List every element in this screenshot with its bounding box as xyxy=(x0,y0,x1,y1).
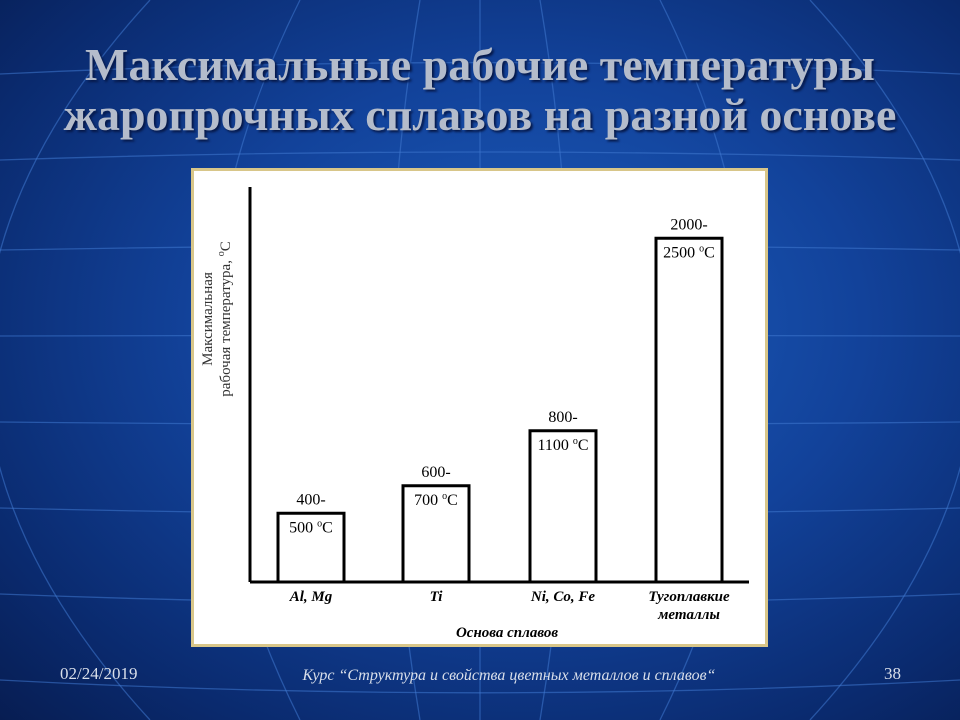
bar xyxy=(654,236,724,584)
bar-data-label-range-end: 500 oC xyxy=(289,518,333,536)
bar xyxy=(401,484,471,584)
bar-chart: 400- 500 oC Al, Mg 600- 700 oC Ti 800- 1100 oC N… xyxy=(200,187,749,641)
x-tick-label: Тугоплавкие xyxy=(648,589,730,605)
bar-data-label-range-end: 2500 oC xyxy=(663,243,715,261)
bg-grid-line xyxy=(809,0,960,720)
y-axis-label-line-2: рабочая температура, oC xyxy=(216,241,234,396)
bar xyxy=(528,429,598,584)
bar-data-label-range-start: 2000- xyxy=(670,216,707,233)
bar xyxy=(276,511,346,584)
x-tick-label: металлы xyxy=(657,607,720,623)
bar-data-label-range-start: 600- xyxy=(421,464,450,481)
x-tick-label: Ni, Co, Fe xyxy=(530,589,596,605)
page-number: 38 xyxy=(884,664,901,683)
chart-frame: 400- 500 oC Al, Mg 600- 700 oC Ti 800- 1100 oC N… xyxy=(191,168,768,647)
slide-title-line-2: жаропрочных сплавов на разной основе xyxy=(63,89,897,140)
slide-title-line-1: Максимальные рабочие температуры xyxy=(85,39,875,90)
bar-data-label-range-start: 800- xyxy=(548,409,577,426)
x-tick-label: Al, Mg xyxy=(289,589,333,605)
footer-date: 02/24/2019 xyxy=(60,664,138,683)
y-axis-label-line-1: Максимальная xyxy=(200,272,216,366)
bar-data-label-range-end: 700 oC xyxy=(414,491,458,509)
x-axis-label: Основа сплавов xyxy=(456,625,558,641)
x-tick-label: Ti xyxy=(430,589,444,605)
footer-course-title: Курс “Структура и свойства цветных метал… xyxy=(302,667,716,684)
slide-title: Максимальные рабочие температуры жаропро… xyxy=(0,40,960,140)
bar-data-label-range-start: 400- xyxy=(296,491,325,508)
bar-data-label-range-end: 1100 oC xyxy=(537,436,588,454)
bg-grid-line xyxy=(0,0,151,720)
